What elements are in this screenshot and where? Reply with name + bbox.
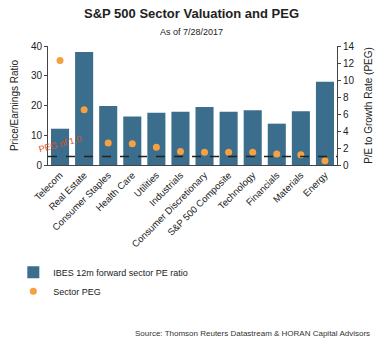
svg-text:Consumer Staples: Consumer Staples xyxy=(50,169,113,232)
svg-text:S&P 500 Sector Valuation and P: S&P 500 Sector Valuation and PEGAs of 7/… xyxy=(84,6,299,37)
svg-text:Financials: Financials xyxy=(244,169,282,207)
svg-text:P/E to Growth Rate (PEG): P/E to Growth Rate (PEG) xyxy=(363,47,374,164)
svg-text:Source: Thomson Reuters Datast: Source: Thomson Reuters Datastream & HOR… xyxy=(135,329,370,338)
svg-text:Energy: Energy xyxy=(301,169,330,198)
svg-text:30: 30 xyxy=(31,70,43,81)
svg-text:Price/Earnings Ratio: Price/Earnings Ratio xyxy=(9,59,20,151)
svg-text:0: 0 xyxy=(36,160,42,171)
svg-text:Consumer Discretionary: Consumer Discretionary xyxy=(129,169,209,249)
svg-text:12: 12 xyxy=(343,58,355,69)
svg-text:Utilities: Utilities xyxy=(132,169,162,199)
svg-text:4: 4 xyxy=(343,126,349,137)
svg-text:6: 6 xyxy=(343,109,349,120)
svg-text:20: 20 xyxy=(31,100,43,111)
svg-text:Real Estate: Real Estate xyxy=(46,170,89,213)
svg-text:Technology: Technology xyxy=(216,169,258,211)
svg-text:Telecom: Telecom xyxy=(32,170,65,203)
svg-text:S&P 500 Composite: S&P 500 Composite xyxy=(165,170,233,238)
svg-text:Materials: Materials xyxy=(271,169,306,204)
svg-text:10: 10 xyxy=(31,130,43,141)
svg-text:2: 2 xyxy=(343,143,349,154)
svg-text:0: 0 xyxy=(343,160,349,171)
svg-text:14: 14 xyxy=(343,41,355,52)
svg-text:PEG of 1.0: PEG of 1.0 xyxy=(38,133,83,154)
svg-text:8: 8 xyxy=(343,92,349,103)
svg-text:IBES 12m forward sector PE rat: IBES 12m forward sector PE ratio xyxy=(53,268,188,278)
svg-text:40: 40 xyxy=(31,41,43,52)
svg-text:10: 10 xyxy=(343,75,355,86)
svg-text:Industrials: Industrials xyxy=(147,169,186,208)
svg-text:Health Care: Health Care xyxy=(93,170,137,214)
svg-text:Sector PEG: Sector PEG xyxy=(53,287,101,297)
